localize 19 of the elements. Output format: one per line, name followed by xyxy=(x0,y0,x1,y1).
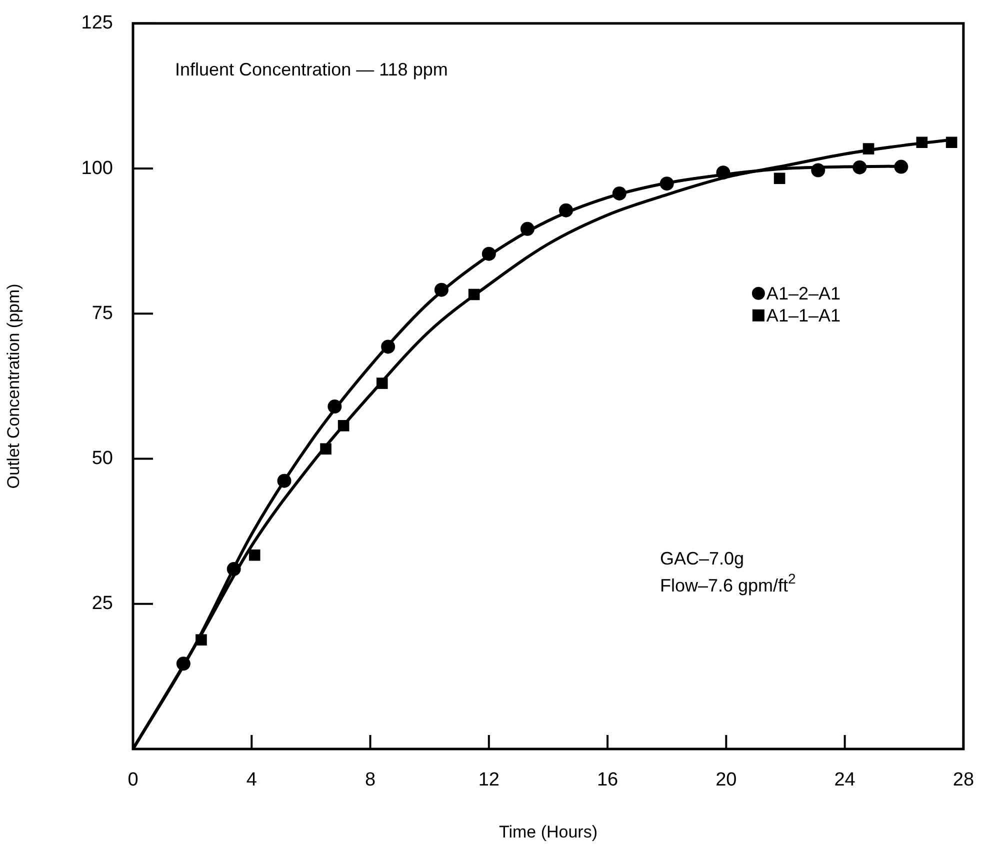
annotation: GAC–7.0g xyxy=(660,548,744,568)
x-tick-label: 8 xyxy=(364,770,376,791)
y-tick-label: 50 xyxy=(92,448,113,469)
legend-label: A1–2–A1 xyxy=(766,283,841,304)
y-tick-label: 75 xyxy=(92,302,113,324)
x-axis-title: Time (Hours) xyxy=(498,822,598,842)
x-tick-label: 24 xyxy=(834,770,856,791)
y-tick-label: 100 xyxy=(81,158,113,179)
x-tick-label: 12 xyxy=(478,770,500,791)
y-tick-label: 125 xyxy=(81,12,113,34)
y-axis-title: Outlet Concentration (ppm) xyxy=(4,284,23,489)
annotation: Influent Concentration — 118 ppm xyxy=(175,59,448,80)
y-tick-label: 25 xyxy=(92,593,113,614)
x-tick-label: 16 xyxy=(596,770,618,791)
x-tick-label: 28 xyxy=(952,770,974,791)
x-tick-label: 0 xyxy=(128,770,138,791)
x-tick-label: 20 xyxy=(716,770,737,791)
x-tick-label: 4 xyxy=(246,770,258,791)
legend-label: A1–1–A1 xyxy=(766,305,841,326)
